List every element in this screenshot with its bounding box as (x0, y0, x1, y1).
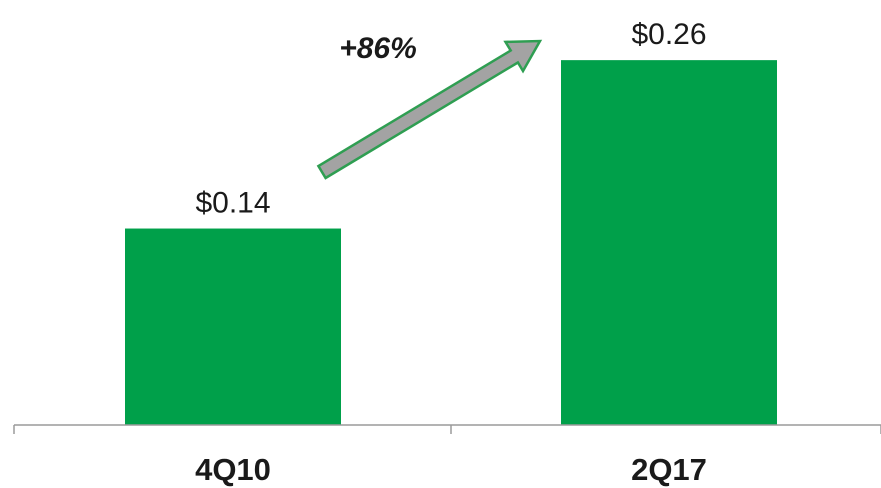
bar-4Q10 (125, 228, 341, 425)
x-axis-ticks (13, 425, 881, 434)
data-label-4Q10: $0.14 (195, 187, 270, 220)
x-tick-label-4Q10: 4Q10 (195, 452, 271, 487)
growth-annotation: +86% (316, 32, 543, 180)
growth-percentage-label: +86% (339, 32, 417, 65)
x-axis-tick-labels: 4Q10 2Q17 (195, 452, 707, 487)
x-tick-label-2Q17: 2Q17 (631, 452, 707, 487)
bars-layer (125, 60, 777, 426)
growth-arrow-icon (316, 39, 543, 180)
bar-2Q17 (561, 60, 777, 426)
data-label-2Q17: $0.26 (631, 18, 706, 51)
data-labels: $0.14 $0.26 (195, 18, 706, 219)
